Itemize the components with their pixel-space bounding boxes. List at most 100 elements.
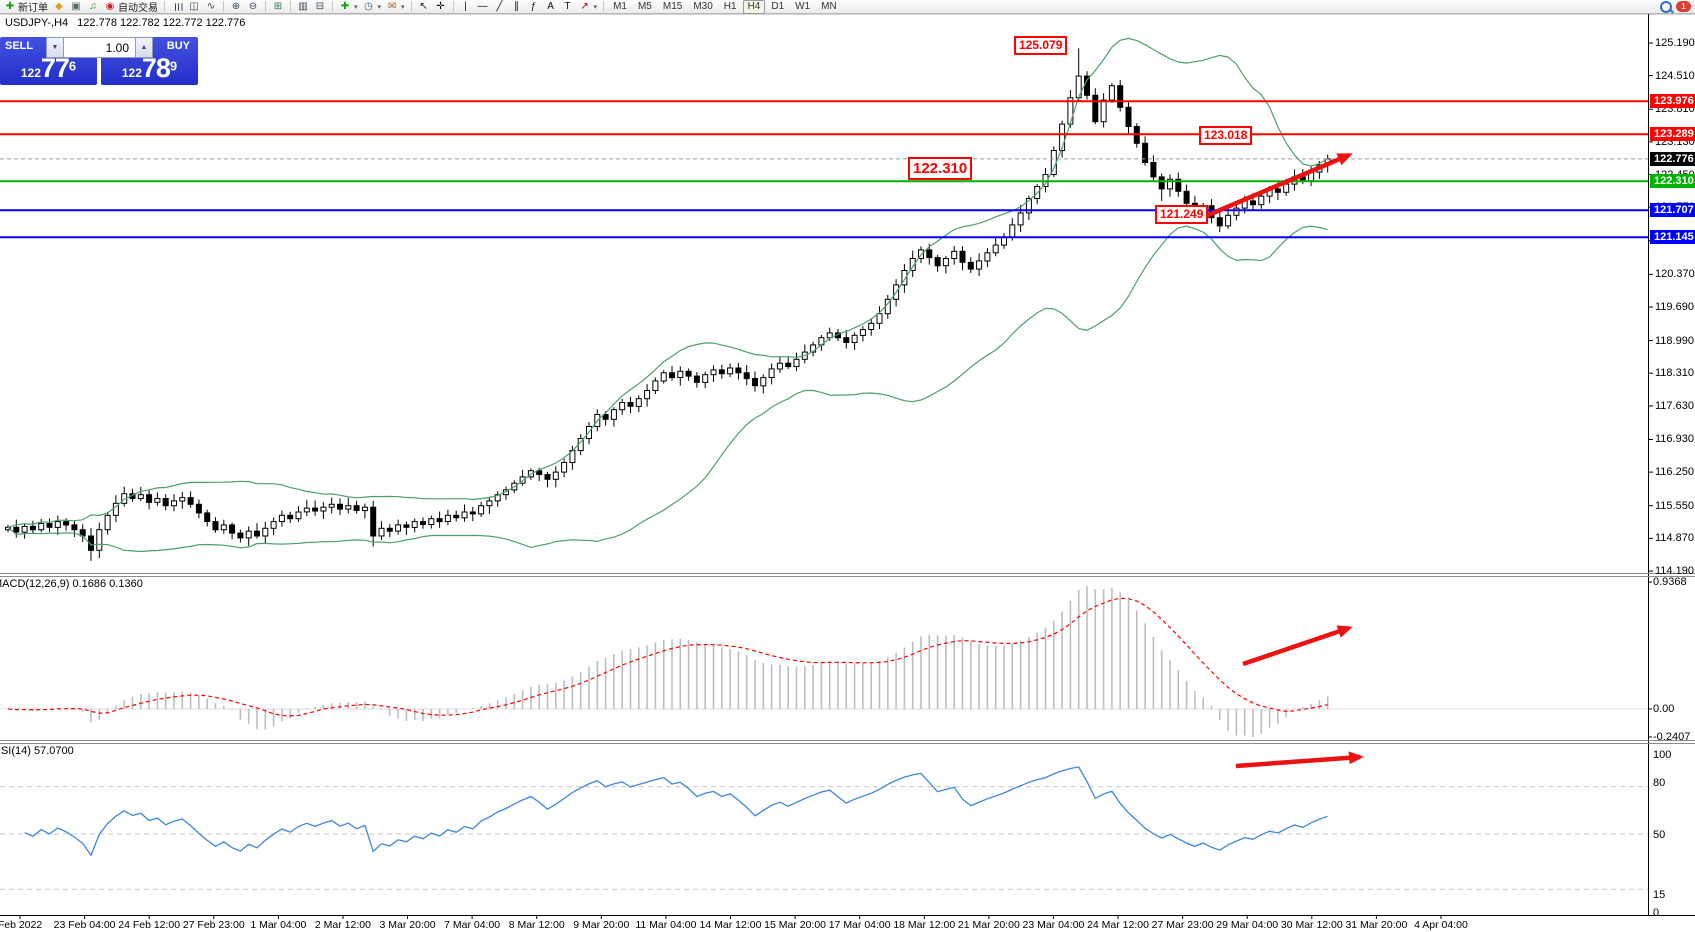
buy-label: BUY [166,40,190,52]
time-axis-label: 3 Mar 20:00 [379,919,436,931]
pane-separator[interactable] [0,576,1695,577]
new-order-button-label: 新订单 [18,3,48,14]
price-annotation-121.249[interactable]: 121.249 [1155,205,1209,224]
text-button[interactable]: A [543,1,559,13]
label-button[interactable]: T [560,1,576,13]
macd-axis-zero: 0.00 [1653,703,1675,715]
shapes-icon: ↗ [580,0,589,12]
time-axis-label: 23 Feb 04:00 [53,919,116,931]
price-pane [5,37,1331,561]
zoom-out-button[interactable]: ⊖ [245,1,261,13]
toolbar-separator [603,1,605,12]
fibonacci-button[interactable]: ƒ [526,1,542,13]
autotrading-button[interactable]: ◉ 自动交易 [102,1,160,15]
timeframe-mn-button[interactable]: MN [821,0,837,12]
toolbar-separator [290,1,291,12]
volume-decrease-button[interactable]: ▼ [46,37,64,58]
one-click-trading-panel: SELL 122776 BUY 122789 ▼ ▲ [0,37,198,85]
toolbar-right-group: 1 [1660,0,1695,13]
price-tick-label: 124.510 [1655,69,1695,82]
time-axis-line [0,915,1695,916]
pane-separator[interactable] [0,573,1695,574]
arrange-windows-button[interactable]: ▥ [295,1,311,13]
timeframe-m5-button[interactable]: M5 [637,0,652,12]
price-badge-121.707: 121.707 [1650,203,1695,218]
horizontal-line-button[interactable]: — [475,1,491,13]
price-annotation-123.018[interactable]: 123.018 [1199,126,1253,145]
sell-price: 122776 [0,53,97,84]
line-chart-button[interactable]: ∿ [203,1,219,13]
search-icon[interactable] [1660,0,1672,13]
toolbar-separator [265,1,266,12]
periods-button[interactable]: ◷ ▾ [361,1,384,13]
chart-header: USDJPY-,H4 122.778 122.782 122.772 122.77… [5,17,254,29]
market-watch-button[interactable]: ◆ [51,1,67,13]
macd-pane [0,586,1648,737]
volume-input[interactable] [64,37,135,58]
candlestick-chart-button[interactable]: ◫ [186,1,202,13]
new-order-button[interactable]: ✚ 新订单 [2,1,50,15]
trend-arrow[interactable] [1242,625,1353,667]
candles-icon: ◫ [189,0,199,12]
cascade-windows-button[interactable]: ⊟ [312,1,328,13]
zoom-in-button[interactable]: ⊕ [228,1,244,13]
toolbar-separator [410,1,412,12]
rsi-axis-15: 15 [1653,889,1666,901]
bar-chart-button[interactable]: ☰ [169,1,185,13]
indicator-icon: ✚ [340,0,350,12]
main-toolbar: ✚ 新订单 ◆ ▣ ♫ ◉ 自动交易 ☰ ◫ ∿ ⊕ ⊖ ⊞ ▥ ⊟ ✚ ▾ ◷ ▾ ✉ ▾ ↖ ✛ | — ╱ ∥ ƒ A T ↗ ▾ M1 M… [0,0,1695,14]
time-axis-label: 27 Mar 23:00 [1151,919,1214,931]
symbol-timeframe-label: USDJPY-,H4 [5,17,69,29]
time-axis-label: 24 Feb 12:00 [118,919,181,931]
volume-control: ▼ ▲ [46,37,153,58]
pane-separator[interactable] [0,740,1695,741]
rsi-axis-80: 80 [1653,777,1666,789]
price-tick-label: 116.930 [1655,433,1694,446]
timeframe-m15-button[interactable]: M15 [662,0,683,12]
trend-arrow[interactable] [1205,152,1353,219]
cursor-button[interactable]: ↖ [416,1,432,13]
shapes-button[interactable]: ↗ ▾ [577,1,600,13]
linechart-icon: ∿ [206,0,216,12]
chevron-down-icon: ▾ [354,3,358,11]
timeframe-m1-button[interactable]: M1 [613,0,627,12]
trendline-button[interactable]: ╱ [492,1,508,13]
buy-price-big: 78 [141,53,171,83]
timeframe-h4-button[interactable]: H4 [742,0,766,14]
channel-button[interactable]: ∥ [509,1,525,13]
price-annotation-122.310[interactable]: 122.310 [908,157,973,180]
pane-separator[interactable] [0,743,1695,744]
toolbar-separator [452,1,454,12]
time-axis-label: 27 Feb 23:00 [182,919,245,931]
add-indicator-button[interactable]: ✚ ▾ [337,1,360,13]
timeframe-w1-button[interactable]: W1 [795,0,811,12]
toolbar-separator [223,1,224,12]
timeframe-h1-button[interactable]: H1 [723,0,737,12]
macd-axis-max: 0.9368 [1653,576,1687,588]
price-annotation-125.079[interactable]: 125.079 [1014,36,1068,55]
time-axis-label: 18 Mar 12:00 [893,919,956,931]
price-tick-label: 115.550 [1655,499,1694,512]
crosshair-icon: ✛ [436,0,445,12]
data-window-button[interactable]: ▣ [68,1,84,13]
timeframe-m30-button[interactable]: M30 [693,0,713,12]
notification-badge[interactable]: 1 [1676,1,1691,12]
templates-button[interactable]: ✉ ▾ [384,1,407,13]
time-axis-label: 31 Mar 20:00 [1345,919,1408,931]
sell-price-prefix: 122 [20,66,41,80]
tile-windows-button[interactable]: ⊞ [270,1,286,13]
volume-increase-button[interactable]: ▲ [135,37,153,58]
bars-icon: ☰ [172,2,183,11]
channel-icon: ∥ [514,0,520,12]
price-axis-line [1648,14,1649,915]
timeframe-d1-button[interactable]: D1 [771,0,785,12]
signals-button[interactable]: ♫ [85,1,101,13]
crosshair-button[interactable]: ✛ [433,1,449,13]
vertical-line-button[interactable]: | [458,1,474,13]
time-axis-label: 23 Mar 04:00 [1022,919,1085,931]
template-icon: ✉ [387,0,397,12]
time-axis-label: 2 Mar 12:00 [314,919,371,931]
trend-arrow[interactable] [1235,751,1364,769]
